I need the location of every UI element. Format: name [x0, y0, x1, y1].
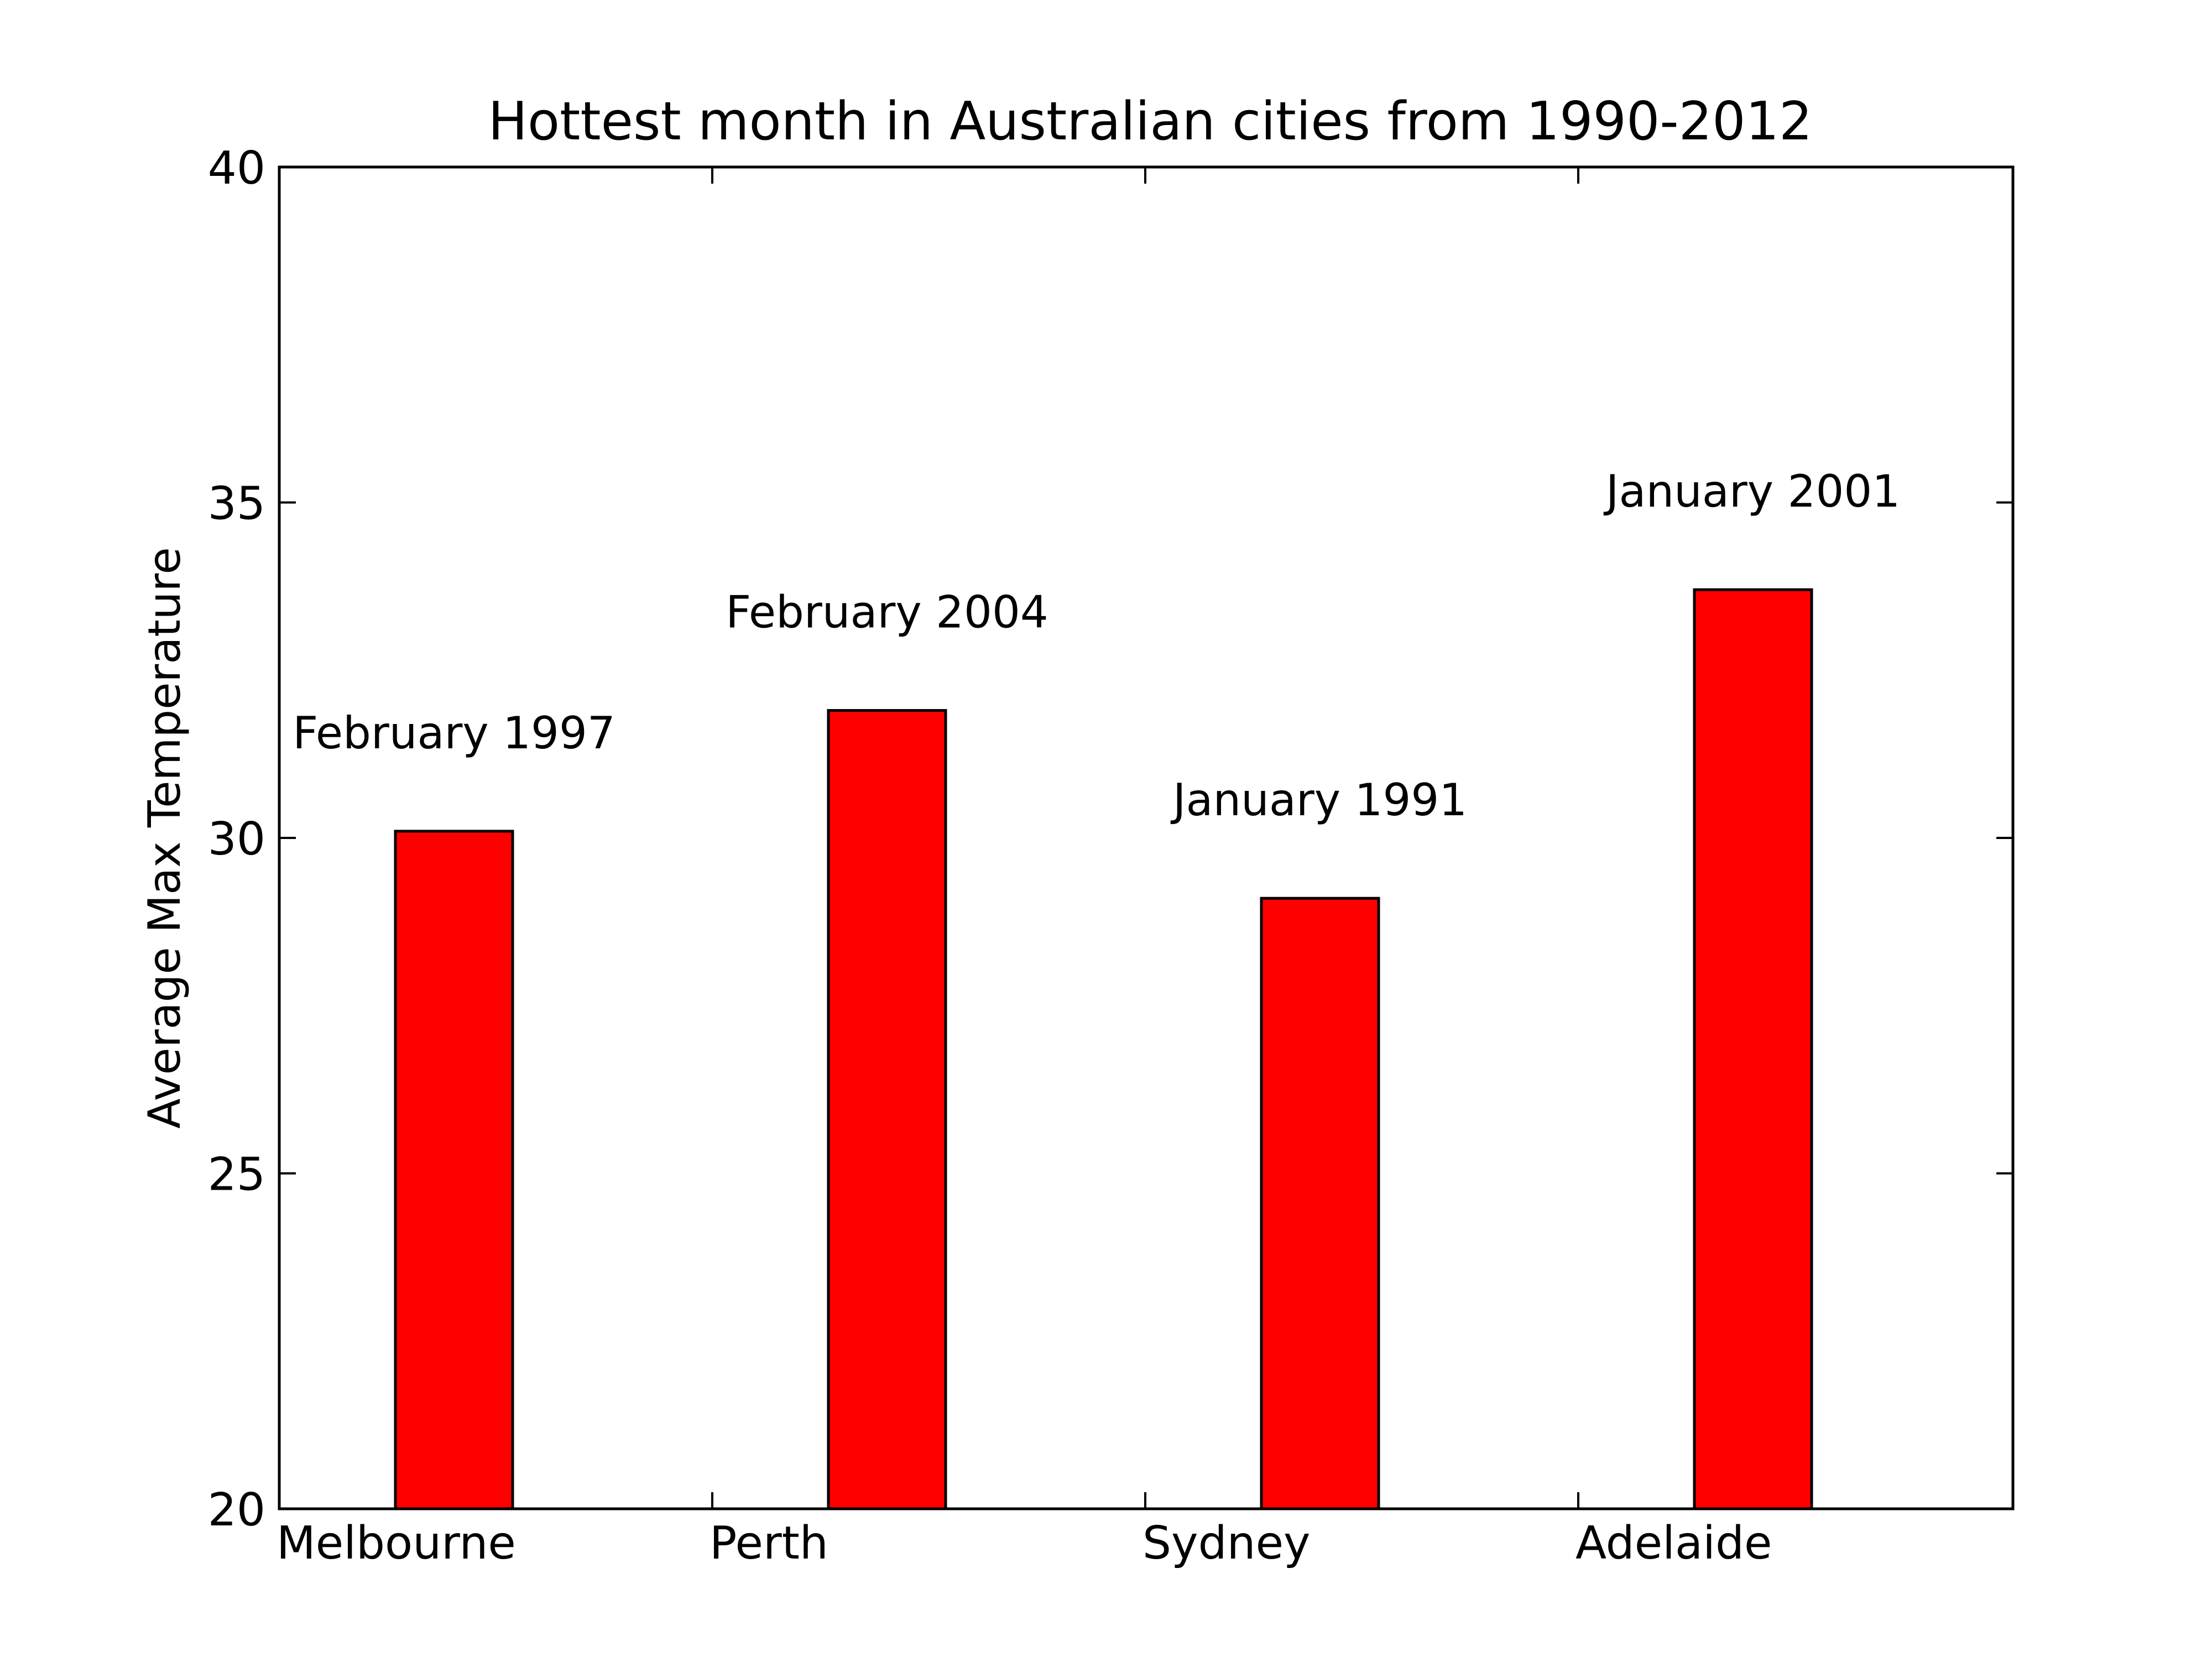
chart-title: Hottest month in Australian cities from …	[488, 91, 1813, 152]
y-tick-label: 20	[208, 1484, 265, 1536]
y-tick-label: 30	[208, 813, 265, 866]
bar-label: February 2004	[726, 587, 1048, 638]
x-tick-label: Melbourne	[276, 1517, 516, 1570]
y-tick-label: 40	[208, 142, 265, 195]
bar-melbourne	[394, 830, 514, 1510]
y-tick-label: 25	[208, 1149, 265, 1201]
y-tick-label: 35	[208, 478, 265, 530]
bar-label: February 1997	[293, 707, 615, 759]
bar-perth	[827, 709, 947, 1510]
y-axis-label: Average Max Temperature	[139, 547, 190, 1129]
bar-label: January 2001	[1603, 466, 1900, 517]
x-tick-label: Perth	[709, 1517, 828, 1570]
x-tick-label: Sydney	[1142, 1517, 1311, 1570]
bars-layer	[394, 588, 1813, 1510]
x-tick-label: Adelaide	[1575, 1517, 1772, 1570]
bar-sydney	[1260, 897, 1380, 1510]
axes-layer: 20 25 30 35 40 Melbourne Perth Sydney Adelaide	[208, 142, 2015, 1570]
bar-label: January 1991	[1170, 774, 1467, 826]
bar-adelaide	[1693, 588, 1813, 1510]
bar-labels-layer: February 1997 February 2004 January 1991 Ja…	[293, 466, 1900, 826]
